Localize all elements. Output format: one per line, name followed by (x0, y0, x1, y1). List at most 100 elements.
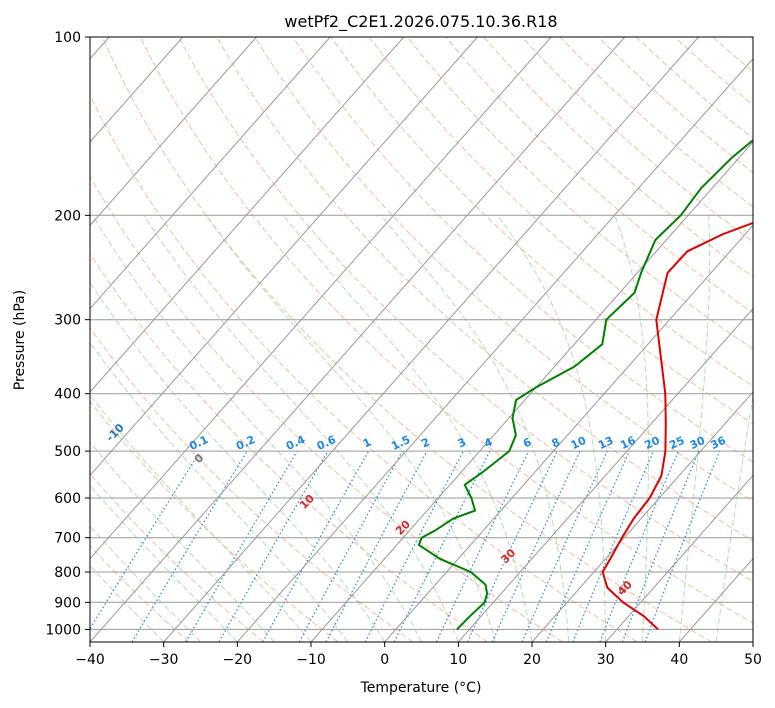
x-tick-label: 30 (597, 652, 615, 668)
y-tick-label: 900 (54, 595, 81, 611)
moist-adiabat-line (90, 484, 238, 642)
mixing-ratio-line (521, 450, 608, 642)
mixing-ratio-line (621, 450, 700, 642)
mixing-ratio-label: 6 (521, 435, 534, 450)
moist-adiabat-line (497, 215, 607, 642)
dry-adiabat-label: -10 (104, 421, 127, 444)
dry-adiabat-line (90, 175, 563, 642)
mixing-ratio-line (466, 450, 558, 642)
mixing-ratio-line (325, 450, 428, 642)
isotherm-line (236, 57, 753, 642)
moist-adiabat-line (678, 215, 711, 642)
x-tick-label: 0 (380, 652, 389, 668)
moist-adiabat-line (283, 214, 533, 642)
mixing-ratio-label: 4 (482, 435, 495, 450)
isotherms (90, 37, 753, 642)
isotherm-line (90, 37, 257, 227)
isotherm-line (605, 474, 753, 642)
isotherm-line (384, 224, 753, 642)
mixing-ratio-line (572, 450, 655, 642)
dry-adiabat-line (178, 37, 753, 583)
dry-adiabat-line (712, 37, 753, 73)
dry-adiabat-line (90, 400, 339, 642)
isotherm-line (678, 557, 753, 642)
mixing-ratio-label: 0.4 (284, 433, 307, 453)
y-tick-label: 500 (54, 444, 81, 460)
dry-adiabat-line (750, 37, 753, 40)
dry-adiabat-line (521, 37, 753, 243)
mixing-ratio-line (185, 450, 298, 642)
y-tick-label: 200 (54, 208, 81, 224)
mixing-ratio-lines (90, 450, 721, 642)
mixing-ratio-label: 20 (643, 434, 663, 452)
moist-adiabat-line (90, 394, 312, 642)
dry-adiabat-label: 40 (615, 578, 635, 598)
mixing-ratio-label: 10 (569, 434, 589, 452)
mixing-ratio-label: 16 (618, 434, 638, 452)
isotherm-line (752, 641, 753, 642)
dry-adiabat-line (330, 37, 753, 425)
dry-adiabat-line (407, 37, 753, 350)
isotherm-line (90, 37, 626, 642)
y-axis: 1000 900 800 700 600 500 400 300 200 100 (45, 30, 90, 638)
dry-adiabat-line (101, 37, 712, 642)
mixing-ratio-label: 1 (361, 435, 373, 450)
moist-adiabat-line (205, 215, 496, 642)
isotherm-line (163, 37, 699, 642)
plot-frame (89, 36, 754, 643)
isobars (90, 37, 753, 630)
sounding-series (417, 138, 753, 631)
mixing-ratio-line (644, 450, 721, 642)
mixing-ratio-line (298, 450, 403, 642)
isotherm-line (90, 37, 405, 393)
dry-adiabat-line (559, 37, 753, 208)
dry-adiabat-line (368, 37, 753, 387)
mixing-ratio-label: 25 (667, 434, 686, 452)
dry-adiabat-label: 20 (393, 517, 413, 537)
dry-adiabat-line (674, 37, 753, 106)
mixing-ratio-label: 30 (688, 434, 708, 452)
mixing-ratio-label: 0.6 (315, 433, 338, 453)
isotherm-line (531, 391, 753, 642)
dry-adiabat-label: 30 (498, 546, 518, 566)
mixing-ratio-label: 36 (709, 434, 729, 452)
mixing-ratio-line (545, 450, 631, 642)
mixing-ratio-line (435, 450, 530, 642)
y-tick-label: 700 (54, 531, 81, 547)
mixing-ratio-line (90, 450, 201, 630)
isotherm-line (90, 37, 478, 477)
moist-adiabat-line (90, 441, 275, 642)
moist-adiabat-line (614, 215, 649, 642)
dry-adiabat-line (445, 37, 753, 314)
mixing-ratio-line (262, 450, 370, 642)
temperature-profile-line (601, 221, 753, 631)
dry-adiabat-line (216, 37, 753, 542)
mixing-ratio-line (364, 450, 464, 642)
isotherm-line (90, 37, 552, 560)
x-tick-label: −20 (223, 652, 253, 668)
dry-adiabat-line (90, 94, 638, 642)
mixing-ratio-line (491, 450, 581, 642)
isotherm-line (310, 141, 753, 642)
moist-adiabat-line (715, 393, 753, 642)
isotherm-line (90, 37, 184, 143)
mixing-ratio-line (218, 450, 329, 642)
plot-area: -100-90-80-70-60-50-40-30-20-10010203040… (90, 37, 753, 642)
dry-adiabat-line (254, 37, 753, 502)
y-axis-label: Pressure (hPa) (12, 290, 28, 390)
y-tick-label: 1000 (45, 622, 81, 638)
dry-adiabat-line (90, 472, 264, 642)
mixing-ratio-label: 1.5 (389, 433, 412, 453)
dewpoint-profile-line (417, 138, 753, 631)
moist-adiabat-line (90, 281, 386, 642)
y-tick-label: 300 (54, 313, 81, 329)
y-tick-label: 400 (54, 387, 81, 403)
moist-adiabat-line (90, 525, 201, 642)
x-tick-label: 10 (449, 652, 467, 668)
moist-adiabat-line (143, 215, 459, 642)
x-axis: −40 −30 −20 −10 0 10 20 30 40 50 (75, 642, 762, 668)
moist-adiabat-line (380, 214, 570, 642)
isotherm-line (457, 307, 753, 642)
isotherm-line (90, 37, 331, 310)
